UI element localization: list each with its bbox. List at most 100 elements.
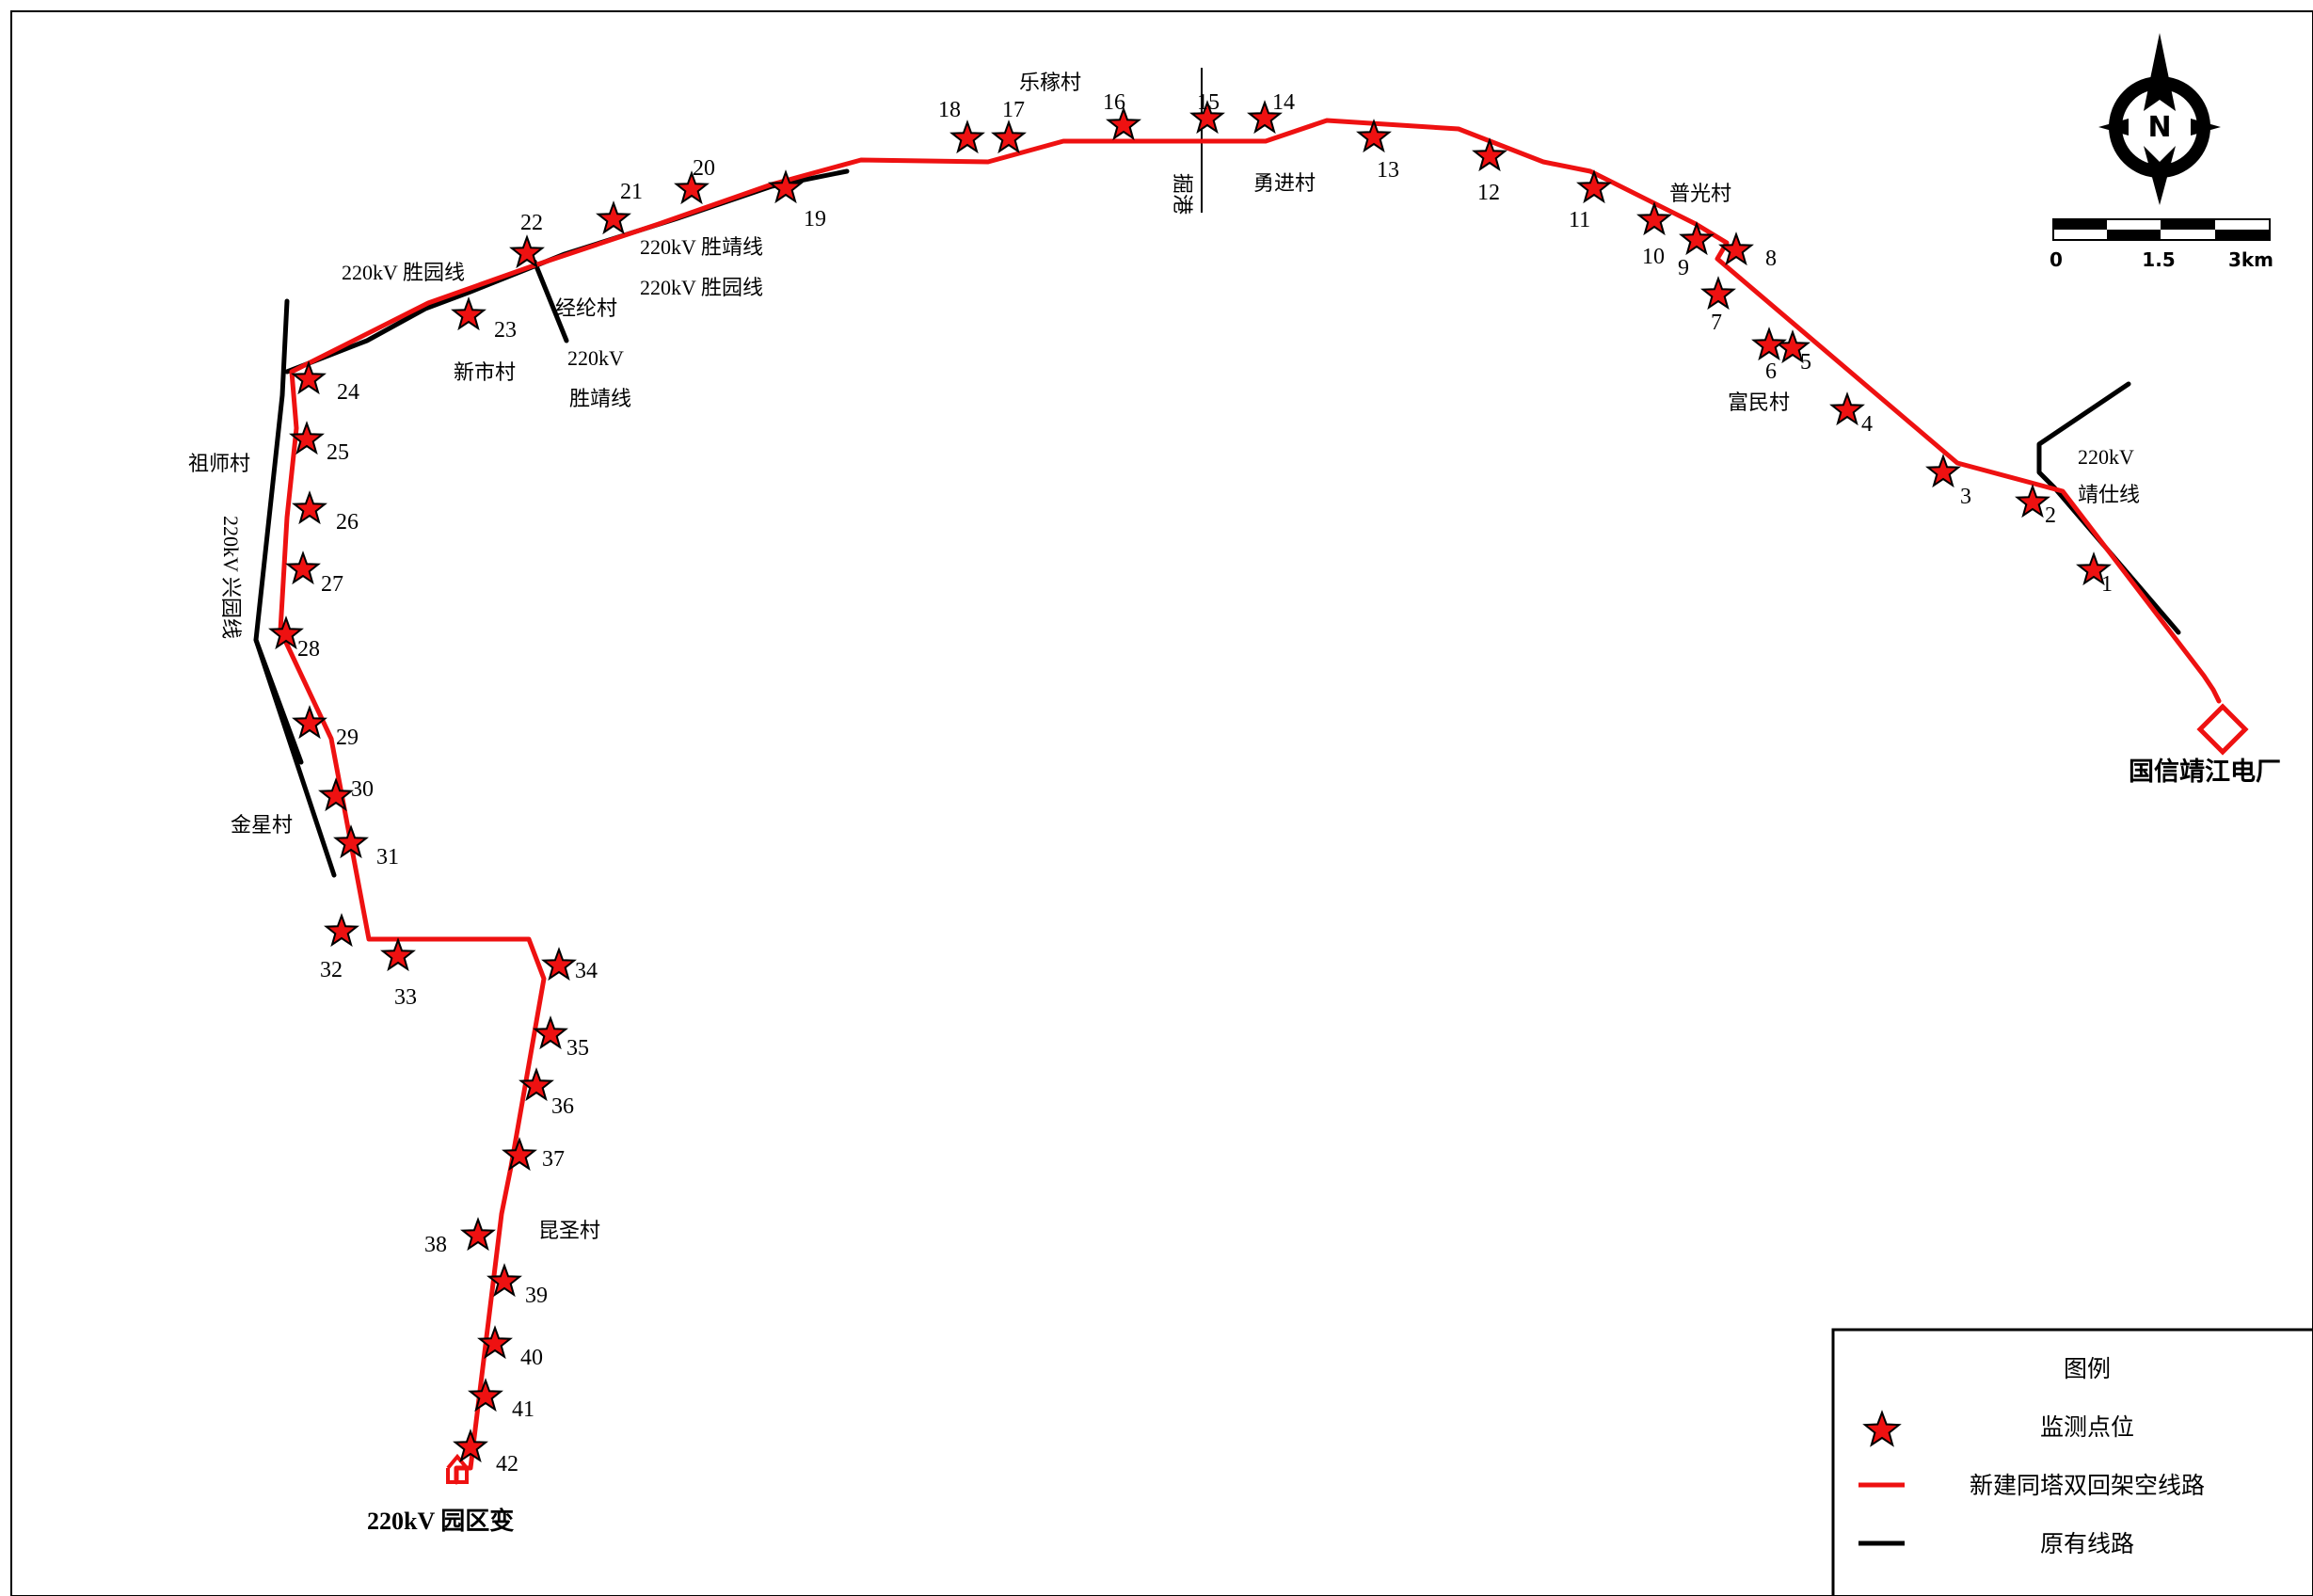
monitoring-star-icon <box>1829 391 1865 426</box>
monitoring-star-icon <box>991 120 1027 154</box>
monitoring-star-icon <box>285 551 321 585</box>
monitoring-star-icon <box>468 1378 503 1412</box>
line-new-double-circuit <box>278 118 2222 1485</box>
monitoring-star-icon <box>291 360 327 395</box>
monitoring-points <box>268 100 2112 1463</box>
line-label-shengjing-c1: 220kV <box>567 346 624 370</box>
line-label-xingyuan: 220kV 兴园线 <box>219 516 243 639</box>
point-label: 2 <box>2045 503 2056 528</box>
legend-label-new-line: 新建同塔双回架空线路 <box>1970 1472 2205 1499</box>
legend-box <box>1831 1328 2313 1596</box>
point-label: 6 <box>1765 359 1777 384</box>
place-label-kunsheng: 昆圣村 <box>538 1220 600 1243</box>
place-label-juegang: 掘港 <box>1170 173 1193 215</box>
existing-lines <box>253 168 2181 878</box>
legend-title: 图例 <box>2064 1355 2111 1382</box>
monitoring-star-icon <box>674 170 710 205</box>
scale-bar: 0 1.5 3km <box>2050 218 2273 271</box>
monitoring-star-icon <box>460 1217 496 1252</box>
point-label: 34 <box>575 959 598 983</box>
line-xingyuan-lower <box>253 637 337 878</box>
point-label: 1 <box>2101 572 2113 597</box>
monitoring-star-icon <box>1751 327 1787 361</box>
point-label: 13 <box>1377 158 1399 183</box>
point-label: 4 <box>1861 412 1873 437</box>
place-label-yongjin: 勇进村 <box>1253 172 1316 196</box>
monitoring-star-icon <box>292 490 327 525</box>
monitoring-star-icon <box>768 169 804 204</box>
point-label: 14 <box>1272 90 1295 115</box>
line-label-jingshi2: 靖仕线 <box>2078 483 2140 506</box>
line-label-jingshi1: 220kV <box>2078 445 2134 469</box>
line-label-shengyuan: 220kV 胜园线 <box>342 261 465 284</box>
monitoring-star-icon <box>596 200 631 235</box>
monitoring-star-icon <box>1576 169 1612 204</box>
star-icon <box>1862 1410 1902 1447</box>
line-label-shengyuan-b: 220kV 胜园线 <box>640 276 763 299</box>
line-label-shengjing-c2: 胜靖线 <box>569 387 631 410</box>
monitoring-star-icon <box>541 947 577 982</box>
monitoring-star-icon <box>2076 551 2112 586</box>
place-labels: 乐稼村 勇进村 普光村 富民村 经纶村 新市村 祖师村 金星村 昆圣村 掘港 <box>188 72 1790 1243</box>
monitoring-star-icon <box>533 1015 568 1050</box>
place-label-zushi: 祖师村 <box>188 453 250 476</box>
scale-tick-1: 1.5 <box>2142 248 2175 271</box>
point-label: 25 <box>327 440 349 465</box>
point-label: 36 <box>551 1094 574 1119</box>
point-label: 22 <box>520 211 543 235</box>
line-labels: 220kV 胜园线 220kV 胜靖线 220kV 胜园线 220kV 胜靖线 … <box>219 235 2140 639</box>
point-label: 26 <box>336 510 359 535</box>
point-label: 16 <box>1103 90 1125 115</box>
point-label: 23 <box>494 318 517 343</box>
place-label-puguang: 普光村 <box>1669 183 1731 206</box>
monitoring-star-icon <box>502 1137 537 1172</box>
point-label: 27 <box>321 572 343 597</box>
point-label: 5 <box>1800 350 1811 375</box>
compass-arrow-north <box>2144 33 2176 111</box>
point-label: 19 <box>804 207 826 231</box>
point-label: 3 <box>1960 485 1971 509</box>
place-label-fumin: 富民村 <box>1728 391 1790 415</box>
yuanqu-station-icon <box>446 1453 469 1484</box>
point-label: 33 <box>394 985 417 1010</box>
monitoring-star-icon <box>1925 454 1961 488</box>
point-label: 10 <box>1642 245 1665 269</box>
point-label: 7 <box>1711 311 1722 335</box>
monitoring-star-icon <box>1679 221 1715 256</box>
point-label: 21 <box>620 180 643 204</box>
line-shengjing-branch <box>532 259 569 343</box>
point-label: 20 <box>693 156 715 181</box>
point-label: 37 <box>542 1147 565 1172</box>
monitoring-star-icon <box>518 1067 554 1102</box>
scale-tick-2: 3km <box>2228 248 2273 271</box>
place-label-jinglun: 经纶村 <box>555 297 617 321</box>
monitoring-star-icon <box>451 296 487 331</box>
point-label: 24 <box>337 380 359 405</box>
compass-arrow-south <box>2144 146 2176 205</box>
station-label-yuanqu: 220kV 园区变 <box>367 1507 514 1535</box>
point-label: 17 <box>1002 98 1025 122</box>
point-label: 40 <box>520 1346 543 1370</box>
monitoring-star-icon <box>333 824 369 859</box>
monitoring-star-icon <box>380 937 416 972</box>
compass-rose: N <box>2098 33 2221 205</box>
point-label: 9 <box>1678 256 1689 280</box>
monitoring-star-icon <box>1700 276 1736 311</box>
legend-label-monitoring: 监测点位 <box>2040 1413 2134 1441</box>
point-label: 42 <box>496 1452 518 1476</box>
point-label: 41 <box>512 1397 534 1422</box>
legend-label-old-line: 原有线路 <box>2040 1530 2134 1557</box>
monitoring-star-icon <box>318 777 354 812</box>
point-label: 11 <box>1569 208 1590 232</box>
point-label: 18 <box>938 98 961 122</box>
monitoring-star-icon <box>1106 106 1141 141</box>
monitoring-star-icon <box>1247 100 1283 135</box>
place-label-xinshi: 新市村 <box>454 361 516 385</box>
point-label: 12 <box>1477 181 1500 205</box>
point-label: 31 <box>376 845 399 870</box>
monitoring-star-icon <box>949 120 985 154</box>
point-label: 8 <box>1765 247 1777 271</box>
point-label: 39 <box>525 1284 548 1308</box>
point-labels: 1 2 3 4 5 6 7 8 9 10 11 12 13 14 15 16 1… <box>297 90 2113 1476</box>
